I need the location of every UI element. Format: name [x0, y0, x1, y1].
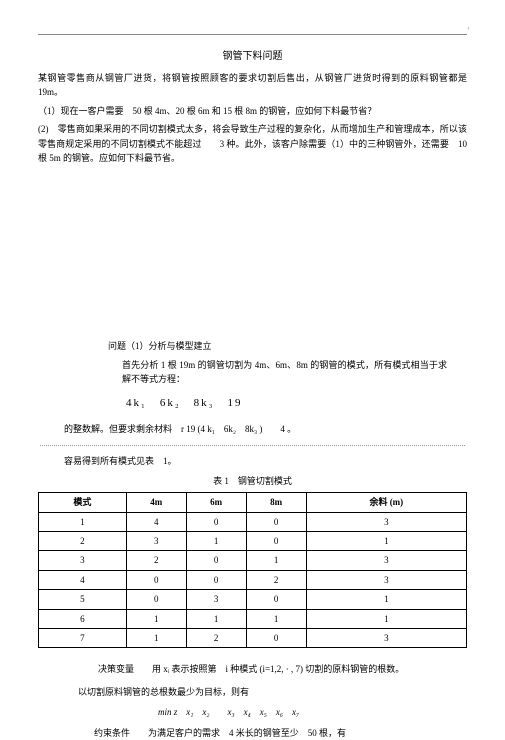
dotted-separator [40, 445, 465, 446]
table-cell: 1 [186, 532, 246, 551]
col-mode: 模式 [39, 493, 127, 512]
table-cell: 4 [39, 570, 127, 589]
table-cell: 2 [39, 532, 127, 551]
inequality-formula: 4k₁ 6k₂ 8k₃ 19 [126, 395, 467, 413]
col-6m: 6m [186, 493, 246, 512]
table-cell: 1 [306, 532, 466, 551]
table-cell: 1 [126, 609, 186, 628]
table-row: 61111 [39, 609, 467, 628]
cutting-modes-table: 模式 4m 6m 8m 余料 (m) 140032310132013400235… [38, 492, 467, 648]
table-cell: 3 [306, 629, 466, 648]
intro-paragraph: 某钢管零售商从钢管厂进货，将钢管按照顾客的要求切割后售出，从钢管厂进货时得到的原… [38, 71, 467, 100]
table-cell: 0 [186, 551, 246, 570]
table-cell: 1 [306, 609, 466, 628]
table-cell: 3 [306, 551, 466, 570]
table-cell: 3 [306, 512, 466, 531]
objective-line: 以切割原料钢管的总根数最少为目标，则有 [78, 685, 467, 699]
section-heading: 问题（1）分析与模型建立 [108, 339, 467, 353]
table-cell: 6 [39, 609, 127, 628]
question-1: （1）现在一客户需要 50 根 4m、20 根 6m 和 15 根 8m 的钢管… [38, 104, 467, 118]
table-cell: 0 [246, 512, 306, 531]
table-cell: 5 [39, 590, 127, 609]
decision-variable-line: 决策变量 用 xᵢ 表示按照第 i 种模式 (i=1,2, · , 7) 切割的… [98, 662, 467, 676]
minz-expression: min z x₁ x₂ x₃ x₄ x₅ x₆ x₇ [158, 705, 467, 719]
table-row: 23101 [39, 532, 467, 551]
table-cell: 3 [306, 570, 466, 589]
table-cell: 2 [246, 570, 306, 589]
table-caption: 表 1 钢管切割模式 [38, 474, 467, 488]
table-cell: 0 [126, 570, 186, 589]
document-page: 钢管下料问题 某钢管零售商从钢管厂进货，将钢管按照顾客的要求切割后售出，从钢管厂… [0, 0, 505, 714]
table-cell: 1 [39, 512, 127, 531]
table-cell: 1 [126, 629, 186, 648]
section-body: 首先分析 1 根 19m 的钢管切割为 4m、6m、8m 的钢管的模式，所有模式… [122, 358, 447, 387]
table-row: 50301 [39, 590, 467, 609]
table-row: 14003 [39, 512, 467, 531]
table-cell: 0 [246, 629, 306, 648]
table-cell: 2 [186, 629, 246, 648]
table-cell: 0 [246, 532, 306, 551]
table-cell: 3 [186, 590, 246, 609]
col-remainder: 余料 (m) [306, 493, 466, 512]
col-8m: 8m [246, 493, 306, 512]
table-cell: 3 [126, 532, 186, 551]
table-cell: 0 [186, 570, 246, 589]
table-row: 32013 [39, 551, 467, 570]
table-cell: 0 [186, 512, 246, 531]
table-body: 14003231013201340023503016111171203 [39, 512, 467, 648]
table-cell: 4 [126, 512, 186, 531]
constraint-line: 约束条件 为满足客户的需求 4 米长的钢管至少 50 根，有 [94, 726, 467, 740]
doc-title: 钢管下料问题 [38, 49, 467, 65]
table-cell: 1 [246, 551, 306, 570]
table-cell: 2 [126, 551, 186, 570]
table-row: 40023 [39, 570, 467, 589]
question-2: (2) 零售商如果采用的不同切割模式太多，将会导致生产过程的复杂化，从而增加生产… [38, 122, 467, 165]
table-cell: 1 [186, 609, 246, 628]
table-cell: 3 [39, 551, 127, 570]
vertical-gap [38, 169, 467, 339]
modes-line: 容易得到所有模式见表 1。 [64, 454, 467, 468]
table-row: 71203 [39, 629, 467, 648]
table-cell: 7 [39, 629, 127, 648]
integer-solution-line: 的整数解。但要求剩余材料 r 19 (4 k₁ 6k₂ 8k₃ ) 4 。 [64, 422, 467, 436]
table-cell: 0 [126, 590, 186, 609]
table-cell: 1 [246, 609, 306, 628]
table-cell: 1 [306, 590, 466, 609]
col-4m: 4m [126, 493, 186, 512]
table-header-row: 模式 4m 6m 8m 余料 (m) [39, 493, 467, 512]
table-cell: 0 [246, 590, 306, 609]
header-rule [38, 34, 467, 35]
